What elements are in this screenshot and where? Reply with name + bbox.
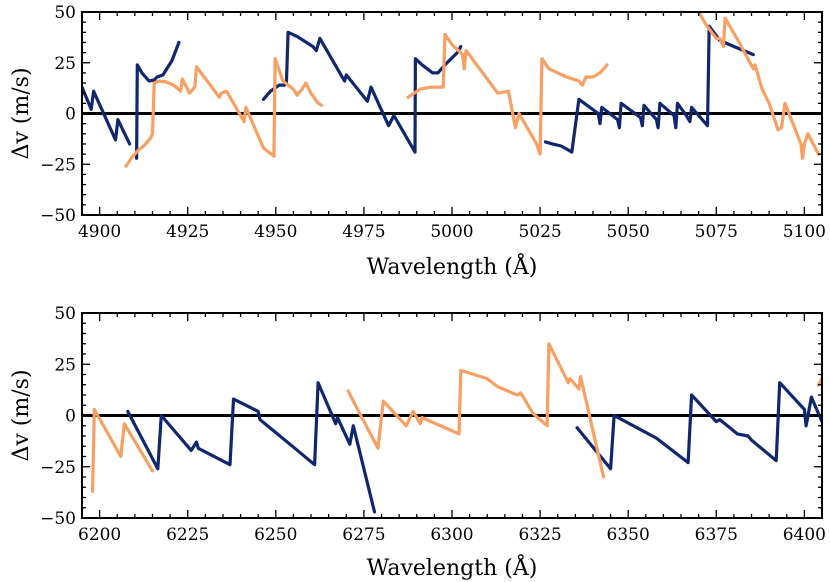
- series-orange-3: [697, 12, 821, 160]
- series-navy-2: [135, 40, 181, 160]
- x-tick-label: 4900: [78, 222, 121, 242]
- y-tick-label: 0: [65, 105, 76, 125]
- x-tick-label: 6325: [518, 525, 561, 545]
- x-tick-label: 5075: [695, 222, 738, 242]
- x-tick-label: 6275: [342, 525, 385, 545]
- x-tick-label: 4925: [166, 222, 209, 242]
- plot-area: [82, 342, 822, 514]
- y-tick-label: 50: [54, 3, 76, 23]
- series-orange-1: [124, 57, 324, 168]
- y-tick-label: −25: [40, 458, 76, 478]
- x-tick-label: 6250: [254, 525, 297, 545]
- x-tick-label: 4950: [254, 222, 297, 242]
- y-axis-label: Δv (m/s): [9, 369, 34, 461]
- x-tick-label: 5000: [430, 222, 473, 242]
- series-orange-2: [346, 342, 606, 479]
- bottom-panel: 6200 6225 6250 6275 6300 6325 6350 6375 6400 −50 −…: [9, 304, 826, 581]
- y-tick-label: −50: [40, 206, 76, 226]
- series-navy-1: [82, 85, 132, 146]
- x-tick-label: 4975: [342, 222, 385, 242]
- x-axis-label: Wavelength (Å): [367, 553, 538, 581]
- series-navy-4: [543, 24, 755, 154]
- plot-area: [82, 12, 822, 168]
- x-tick-label: 6300: [430, 525, 473, 545]
- y-tick-label: 25: [54, 54, 76, 74]
- x-tick-label: 6375: [695, 525, 738, 545]
- y-tick-label: 25: [54, 355, 76, 375]
- y-tick-label: 50: [54, 304, 76, 324]
- y-tick-label: −50: [40, 509, 76, 529]
- series-navy-3: [261, 30, 463, 154]
- x-axis-label: Wavelength (Å): [367, 252, 538, 280]
- x-tick-label: 6200: [78, 525, 121, 545]
- x-tick-label: 5025: [518, 222, 561, 242]
- series-orange-1: [91, 407, 155, 493]
- x-tick-label: 6400: [783, 525, 826, 545]
- y-tick-label: −25: [40, 155, 76, 175]
- x-tick-label: 6350: [607, 525, 650, 545]
- x-tick-label: 5050: [607, 222, 650, 242]
- series-navy-1: [126, 381, 377, 514]
- series-navy-2: [575, 381, 822, 471]
- y-tick-label: 0: [65, 407, 76, 427]
- series-orange-2: [406, 32, 609, 156]
- x-tick-label: 6225: [166, 525, 209, 545]
- x-tick-label: 5100: [783, 222, 826, 242]
- top-panel: 4900 4925 4950 4975 5000 5025 5050 5075 5100−50−…: [9, 3, 826, 280]
- y-axis-label: Δv (m/s): [9, 67, 34, 159]
